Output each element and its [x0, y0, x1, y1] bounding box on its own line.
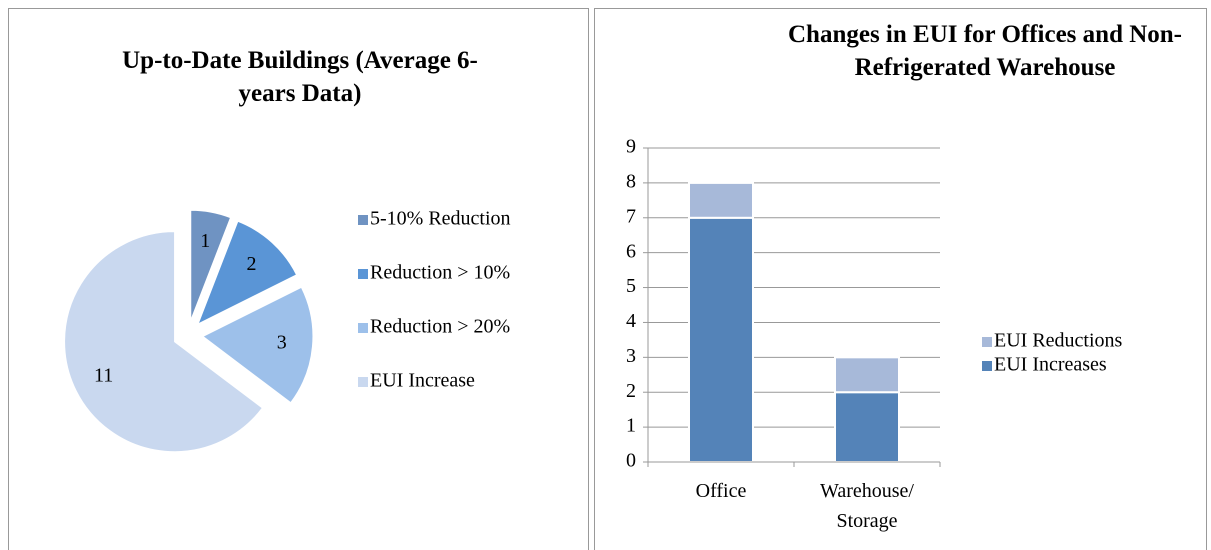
- y-tick-label: 8: [626, 170, 636, 192]
- pie-slice: [201, 286, 314, 404]
- data-label: 1: [200, 230, 210, 252]
- legend-swatch: [982, 337, 992, 347]
- legend-label: EUI Reductions: [994, 330, 1123, 352]
- bar-segment: [688, 181, 754, 219]
- data-label: 2: [246, 253, 256, 275]
- y-tick-label: 7: [626, 205, 636, 227]
- panel-border: [8, 8, 589, 550]
- bar-segment: [834, 356, 900, 394]
- legend-label: EUI Increase: [370, 370, 475, 392]
- y-tick-label: 0: [626, 450, 636, 472]
- legend-swatch: [358, 215, 368, 225]
- bar-segment: [688, 216, 754, 463]
- y-tick-label: 3: [626, 345, 636, 367]
- x-tick-label: Warehouse/Storage: [820, 480, 914, 532]
- y-tick-label: 2: [626, 380, 636, 402]
- pie-slice: [64, 231, 264, 453]
- legend-swatch: [358, 377, 368, 387]
- x-tick-label: Office: [696, 480, 747, 502]
- legend-label: Reduction > 10%: [370, 262, 510, 284]
- legend-label: EUI Increases: [994, 354, 1107, 376]
- bar-title: Changes in EUI for Offices and Non-Refri…: [787, 21, 1183, 81]
- bar-segment: [834, 391, 900, 464]
- data-label: 3: [277, 331, 287, 353]
- y-tick-label: 5: [626, 275, 636, 297]
- pie-slice: [197, 220, 298, 325]
- y-tick-label: 4: [626, 310, 636, 332]
- y-tick-label: 1: [626, 415, 636, 437]
- y-tick-label: 9: [626, 136, 636, 158]
- legend-label: 5-10% Reduction: [370, 208, 511, 230]
- data-label: 11: [94, 365, 113, 387]
- y-tick-label: 6: [626, 240, 636, 262]
- pie-title: Up-to-Date Buildings (Average 6-years Da…: [122, 47, 478, 107]
- pie-slice: [190, 209, 232, 321]
- legend-swatch: [358, 269, 368, 279]
- legend-swatch: [982, 361, 992, 371]
- legend-label: Reduction > 20%: [370, 316, 510, 338]
- panel-border: [594, 8, 1207, 550]
- legend-swatch: [358, 323, 368, 333]
